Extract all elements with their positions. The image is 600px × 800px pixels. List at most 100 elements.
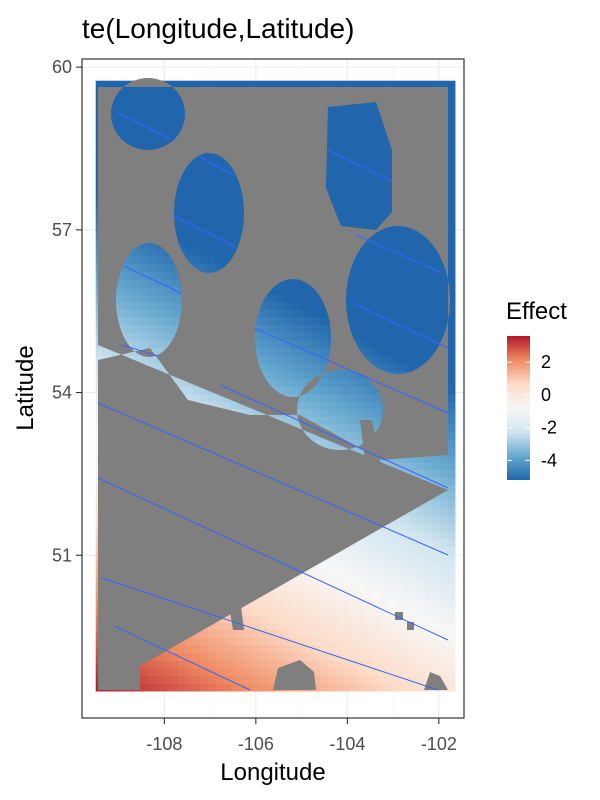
heat-tile <box>380 362 389 372</box>
heat-tile <box>178 111 187 120</box>
heat-tile <box>417 309 426 318</box>
heat-tile <box>350 545 359 555</box>
heat-tile <box>409 515 419 524</box>
heat-tile <box>222 80 231 89</box>
heat-tile <box>387 645 396 654</box>
heat-tile <box>200 637 209 646</box>
heat-tile <box>118 95 127 105</box>
heat-tile <box>125 279 134 288</box>
heat-tile <box>424 622 433 631</box>
heat-tile <box>178 660 187 669</box>
heat-tile <box>447 538 456 547</box>
heat-tile <box>447 202 456 211</box>
heat-tile <box>417 576 426 585</box>
heat-tile <box>148 88 157 97</box>
heat-tile <box>402 225 411 234</box>
heat-tile <box>409 584 419 593</box>
heat-tile <box>170 95 179 105</box>
heat-tile <box>140 126 149 135</box>
heat-tile <box>447 187 456 196</box>
heat-tile <box>215 172 224 181</box>
heat-tile <box>290 324 299 333</box>
heat-tile <box>380 187 389 196</box>
heat-tile <box>215 202 224 211</box>
heat-tile <box>118 263 127 272</box>
heat-tile <box>230 225 239 234</box>
heat-tile <box>439 629 448 639</box>
heat-tile <box>342 423 351 433</box>
heat-tile <box>372 118 381 128</box>
heat-tile <box>380 233 389 242</box>
heat-tile <box>395 340 404 349</box>
heat-tile <box>192 629 202 639</box>
heat-tile <box>447 256 456 265</box>
heat-tile <box>387 195 396 204</box>
heat-tile <box>222 202 231 211</box>
heat-tile <box>387 271 396 280</box>
heat-tile <box>380 629 389 639</box>
heat-tile <box>365 591 374 600</box>
heat-tile <box>230 233 239 242</box>
heat-tile <box>439 660 448 669</box>
heat-tile <box>357 111 366 120</box>
heat-tile <box>163 88 172 97</box>
heat-tile <box>252 606 261 616</box>
heat-tile <box>327 652 336 661</box>
heat-tile <box>417 347 426 356</box>
heat-tile <box>424 301 433 311</box>
heat-tile <box>424 576 433 585</box>
heat-tile <box>155 141 164 150</box>
y-tick-label: 57 <box>52 220 72 240</box>
heat-tile <box>163 118 172 128</box>
x-axis-title: Longitude <box>220 759 325 786</box>
heat-tile <box>395 545 404 555</box>
heat-tile <box>170 652 179 661</box>
heat-tile <box>192 225 202 234</box>
heat-tile <box>200 156 209 166</box>
heat-tile <box>192 675 202 684</box>
heat-tile <box>350 187 359 196</box>
heat-tile <box>335 179 344 189</box>
heat-tile <box>297 324 306 333</box>
heat-tile <box>439 80 448 89</box>
heat-tile <box>192 385 202 395</box>
heat-tile <box>245 675 254 684</box>
heat-tile <box>222 668 231 677</box>
heat-tile <box>230 217 239 227</box>
heat-tile <box>267 355 276 364</box>
heat-tile <box>282 614 291 623</box>
heat-tile <box>148 317 157 326</box>
heat-tile <box>365 675 374 684</box>
heat-tile <box>380 568 389 578</box>
heat-tile <box>133 340 142 349</box>
heat-tile <box>178 118 187 128</box>
heat-tile <box>447 317 456 326</box>
heat-tile <box>342 408 351 417</box>
heat-tile <box>409 507 419 517</box>
heat-tile <box>357 591 366 600</box>
heat-tile <box>365 317 374 326</box>
heat-tile <box>200 179 209 189</box>
heat-tile <box>148 675 157 684</box>
heat-tile <box>432 629 441 639</box>
heat-tile <box>297 309 306 318</box>
heat-tile <box>417 675 426 684</box>
heat-tile <box>372 538 381 547</box>
heat-tile <box>133 256 142 265</box>
heat-tile <box>380 599 389 608</box>
heat-tile <box>409 675 419 684</box>
heat-tile <box>409 248 419 257</box>
heat-tile <box>357 271 366 280</box>
heat-tile <box>192 80 202 89</box>
heat-tile <box>185 660 194 669</box>
heat-tile <box>350 279 359 288</box>
heat-tile <box>447 225 456 234</box>
heat-tile <box>260 362 269 372</box>
heat-tile <box>365 256 374 265</box>
heat-tile <box>432 523 441 532</box>
heat-tile <box>357 286 366 295</box>
heat-tile <box>125 103 134 112</box>
heat-tile <box>395 652 404 661</box>
heat-tile <box>417 507 426 517</box>
heat-tile <box>140 263 149 272</box>
